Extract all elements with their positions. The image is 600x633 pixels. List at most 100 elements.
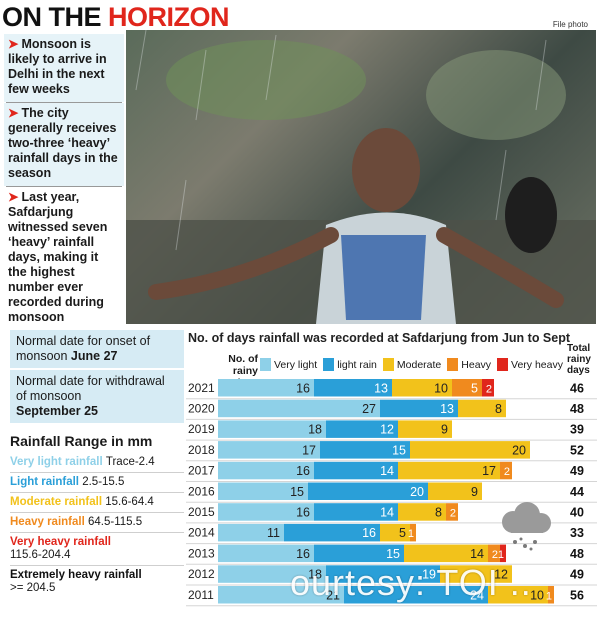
- chart-legend: Very light light rain Moderate Heavy Very he…: [260, 358, 569, 371]
- rainfall-range-value: 15.6-64.4: [105, 496, 154, 508]
- bar-segment: [398, 503, 446, 521]
- rainfall-range-name: Moderate rainfall: [10, 496, 106, 508]
- bar-segment: [218, 420, 326, 438]
- rain-cloud-icon: [502, 502, 551, 551]
- key-point: ➤ The city generally receives two-three ‘…: [4, 103, 124, 186]
- key-point-text: Monsoon is likely to arrive in Delhi in …: [8, 37, 107, 96]
- arrow-icon: ➤: [8, 106, 19, 120]
- legend-item: Very heavy: [497, 358, 563, 371]
- monsoon-photo: [126, 30, 596, 324]
- key-point: ➤ Monsoon is likely to arrive in Delhi in…: [4, 34, 124, 102]
- segment-value-label: 20: [512, 443, 526, 457]
- segment-value-label: 1: [408, 528, 414, 540]
- year-label: 2020: [188, 401, 215, 415]
- rainfall-range-value: 115.6-204.4: [10, 549, 71, 561]
- rainfall-range-value: 64.5-115.5: [87, 516, 143, 528]
- bar-segment: [428, 482, 482, 500]
- bar-segment: [314, 379, 392, 397]
- rainfall-range-value: Trace-2.4: [105, 456, 155, 468]
- bar-segment: [452, 379, 482, 397]
- bar-segment: [308, 482, 428, 500]
- segment-value-label: 13: [374, 381, 388, 395]
- segment-value-label: 13: [440, 402, 454, 416]
- legend-swatch: [447, 358, 459, 371]
- chart-title: No. of days rainfall was recorded at Saf…: [188, 331, 571, 345]
- segment-value-label: 1: [546, 590, 552, 602]
- headline-part1: ON THE: [2, 2, 109, 32]
- segment-value-label: 14: [380, 505, 394, 519]
- bar-segment: [314, 503, 398, 521]
- rainfall-range-name: Very light rainfall: [10, 456, 106, 468]
- bar-segment: [218, 503, 314, 521]
- segment-value-label: 9: [471, 485, 478, 499]
- legend-label: Moderate: [396, 358, 442, 371]
- bar-segment: [218, 544, 314, 563]
- segment-value-label: 27: [362, 402, 376, 416]
- key-point-text: The city generally receives two-three ‘h…: [8, 106, 118, 180]
- year-label: 2021: [188, 381, 215, 395]
- headline-part2: HORIZON: [108, 2, 230, 32]
- total-value-label: 52: [570, 443, 584, 457]
- onset-value: June 27: [70, 349, 118, 363]
- segment-value-label: 2: [486, 383, 492, 395]
- bar-segment: [320, 441, 410, 459]
- total-value-label: 48: [570, 402, 584, 416]
- bar-segment: [458, 399, 506, 418]
- segment-value-label: 20: [410, 485, 424, 499]
- withdrawal-label: Normal date for withdrawal of monsoon: [16, 374, 165, 403]
- arrow-icon: ➤: [8, 37, 19, 51]
- year-label: 2016: [188, 484, 215, 498]
- bar-segment: [218, 461, 314, 480]
- legend-label: Heavy: [461, 358, 492, 371]
- withdrawal-date-box: Normal date for withdrawal of monsoon Se…: [10, 370, 184, 423]
- rainfall-range-name: Extremely heavy rainfall: [10, 569, 142, 581]
- rainfall-range-title: Rainfall Range in mm: [10, 433, 153, 449]
- rainfall-range-name: Heavy rainfall: [10, 516, 88, 528]
- total-value-label: 49: [570, 568, 584, 582]
- bar-segment: [218, 399, 380, 418]
- segment-value-label: 16: [296, 547, 310, 561]
- legend-label: Very light: [274, 358, 318, 371]
- key-point-text: Last year, Safdarjung witnessed seven ‘h…: [8, 190, 108, 324]
- bar-segment: [500, 461, 512, 480]
- child-in-rain-illustration: [135, 30, 564, 324]
- year-label: 2017: [188, 464, 215, 478]
- segment-value-label: 12: [380, 423, 394, 437]
- bar-segment: [314, 461, 398, 480]
- total-value-label: 33: [570, 526, 584, 540]
- bar-segment: [326, 420, 398, 438]
- bar-segment: [392, 379, 452, 397]
- monsoon-dates: Normal date for onset of monsoon June 27…: [10, 330, 184, 425]
- segment-value-label: 14: [470, 547, 484, 561]
- bar-segment: [446, 503, 458, 521]
- rainfall-range-row: Very heavy rainfall 115.6-204.4: [10, 533, 184, 566]
- year-label: 2019: [188, 422, 215, 436]
- bar-segment: [410, 523, 416, 542]
- segment-value-label: 18: [308, 423, 322, 437]
- onset-label: Normal date for onset of monsoon: [16, 334, 151, 363]
- segment-value-label: 17: [482, 464, 496, 478]
- rainfall-range-value: >= 204.5: [10, 582, 56, 594]
- legend-swatch: [260, 358, 271, 371]
- segment-value-label: 16: [296, 381, 310, 395]
- rainfall-range-row: Extremely heavy rainfall >= 204.5: [10, 566, 184, 598]
- year-label: 2013: [188, 546, 215, 560]
- total-value-label: 40: [570, 505, 584, 519]
- total-value-label: 46: [570, 381, 584, 395]
- legend-swatch: [382, 358, 394, 371]
- segment-value-label: 16: [296, 505, 310, 519]
- bar-segment: [284, 523, 380, 542]
- photo-credit: File photo: [552, 20, 588, 29]
- segment-value-label: 17: [302, 443, 316, 457]
- bar-segment: [218, 482, 308, 500]
- rainfall-range-table: Rainfall Range in mm Very light rainfall…: [10, 433, 184, 598]
- withdrawal-value: September 25: [16, 404, 98, 418]
- segment-value-label: 8: [495, 402, 502, 416]
- segment-value-label: 5: [471, 381, 478, 395]
- legend-swatch: [323, 358, 335, 371]
- arrow-icon: ➤: [8, 190, 19, 204]
- total-value-label: 48: [570, 547, 584, 561]
- rainfall-range-row: Moderate rainfall 15.6-64.4: [10, 493, 184, 513]
- legend-item: Moderate: [382, 358, 442, 371]
- bar-segment: [482, 379, 494, 397]
